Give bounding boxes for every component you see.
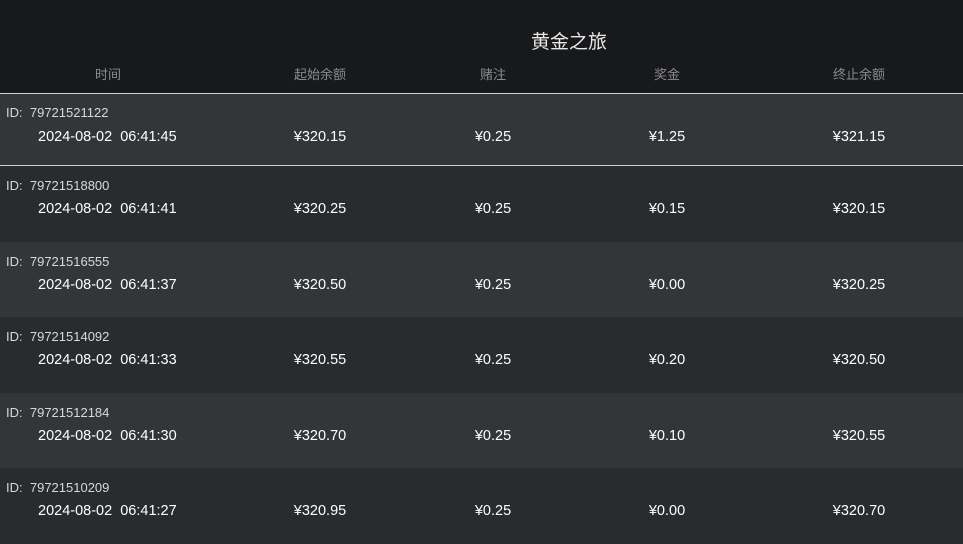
- bet-cell: ¥0.25: [474, 352, 512, 368]
- column-headers: 时间 起始余额 赌注 奖金 终止余额: [0, 64, 963, 82]
- table-row[interactable]: ID: 79721516555 2024-08-02 06:41:37 ¥320…: [0, 241, 963, 317]
- time-cell: 2024-08-02 06:41:37: [38, 276, 177, 293]
- bet-cell: ¥0.25: [474, 201, 512, 217]
- table-row[interactable]: ID: 79721510209 2024-08-02 06:41:27 ¥320…: [0, 468, 963, 544]
- end-balance-cell: ¥320.55: [832, 427, 886, 444]
- bet-cell: ¥0.25: [474, 503, 512, 519]
- start-balance-cell: ¥320.55: [293, 352, 347, 368]
- end-balance-cell: ¥320.70: [832, 503, 886, 519]
- end-balance-cell: ¥320.50: [832, 352, 886, 368]
- table-row[interactable]: ID: 79721521122 2024-08-02 06:41:45 ¥320…: [0, 93, 963, 166]
- bet-cell: ¥0.25: [474, 129, 512, 145]
- header-time: 时间: [94, 67, 122, 82]
- win-cell: ¥0.00: [648, 276, 686, 293]
- time-cell: 2024-08-02 06:41:41: [38, 201, 177, 217]
- start-balance-cell: ¥320.95: [293, 503, 347, 519]
- round-id: ID: 79721516555: [6, 253, 110, 269]
- table-row[interactable]: ID: 79721514092 2024-08-02 06:41:33 ¥320…: [0, 317, 963, 393]
- bet-cell: ¥0.25: [474, 427, 512, 444]
- start-balance-cell: ¥320.70: [293, 427, 347, 444]
- start-balance-cell: ¥320.15: [293, 129, 347, 145]
- time-cell: 2024-08-02 06:41:45: [38, 129, 177, 145]
- win-cell: ¥1.25: [648, 129, 686, 145]
- round-id: ID: 79721512184: [6, 404, 110, 420]
- win-cell: ¥0.10: [648, 427, 686, 444]
- round-id: ID: 79721510209: [6, 480, 110, 495]
- header-end-balance: 终止余额: [832, 67, 886, 82]
- round-id: ID: 79721514092: [6, 329, 110, 344]
- win-cell: ¥0.20: [648, 352, 686, 368]
- bet-cell: ¥0.25: [474, 276, 512, 293]
- history-list: ID: 79721521122 2024-08-02 06:41:45 ¥320…: [0, 93, 963, 544]
- end-balance-cell: ¥320.25: [832, 276, 886, 293]
- start-balance-cell: ¥320.25: [293, 201, 347, 217]
- round-id: ID: 79721521122: [6, 105, 109, 120]
- win-cell: ¥0.15: [648, 201, 686, 217]
- header-bet: 赌注: [479, 67, 507, 82]
- win-cell: ¥0.00: [648, 503, 686, 519]
- table-row[interactable]: ID: 79721518800 2024-08-02 06:41:41 ¥320…: [0, 166, 963, 242]
- time-cell: 2024-08-02 06:41:33: [38, 352, 177, 368]
- time-cell: 2024-08-02 06:41:27: [38, 503, 177, 519]
- end-balance-cell: ¥321.15: [832, 129, 886, 145]
- start-balance-cell: ¥320.50: [293, 276, 347, 293]
- header: 黄金之旅 时间 起始余额 赌注 奖金 终止余额: [0, 0, 963, 93]
- header-start-balance: 起始余额: [293, 67, 347, 82]
- end-balance-cell: ¥320.15: [832, 201, 886, 217]
- table-row[interactable]: ID: 79721512184 2024-08-02 06:41:30 ¥320…: [0, 392, 963, 468]
- time-cell: 2024-08-02 06:41:30: [38, 427, 177, 444]
- page-title: 黄金之旅: [530, 32, 607, 53]
- round-id: ID: 79721518800: [6, 178, 110, 193]
- header-win: 奖金: [653, 67, 681, 82]
